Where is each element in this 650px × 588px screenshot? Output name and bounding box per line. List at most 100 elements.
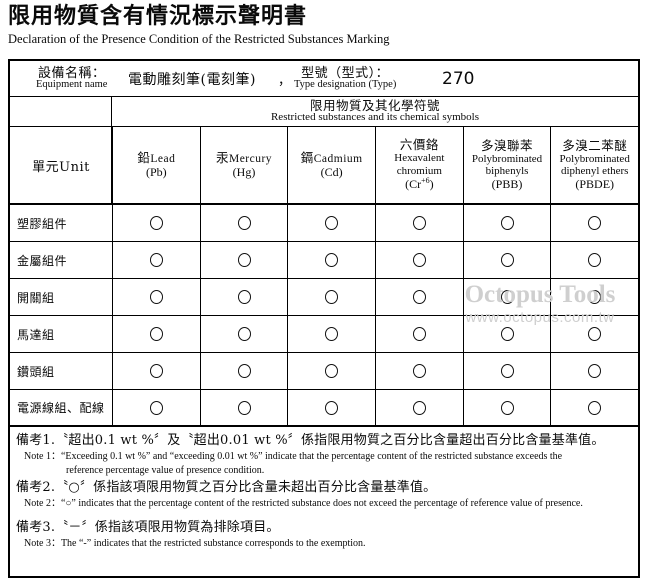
presence-mark-cell bbox=[199, 242, 288, 278]
circle-mark-icon bbox=[325, 253, 339, 267]
presence-mark-cell bbox=[199, 205, 288, 241]
circle-mark-icon bbox=[325, 364, 339, 378]
presence-mark-cell bbox=[462, 205, 551, 241]
row-label: 開關組 bbox=[17, 290, 55, 305]
table-row: 金屬組件 bbox=[10, 242, 638, 279]
circle-mark-icon bbox=[237, 253, 251, 267]
circle-mark-icon bbox=[237, 290, 251, 304]
table-row: 電源線組、配線 bbox=[10, 390, 638, 427]
substances-header-cn: 限用物質及其化學符號 bbox=[309, 97, 440, 113]
presence-mark-cell bbox=[112, 390, 200, 425]
type-designation-value: 270 bbox=[442, 68, 475, 89]
circle-mark-icon bbox=[237, 327, 251, 341]
column-header-lead-cn: 鉛Lead bbox=[137, 149, 176, 165]
circle-mark-icon bbox=[325, 400, 339, 415]
presence-mark-cell bbox=[112, 316, 200, 352]
circle-mark-icon bbox=[325, 290, 339, 304]
column-header-pbde-cn: 多溴二苯醚 bbox=[562, 137, 628, 153]
row-label: 電源線組、配線 bbox=[17, 401, 105, 415]
column-header-cadmium-symbol: (Cd) bbox=[320, 164, 343, 179]
column-header-hexavalent-chromium-symbol: (Cr+6) bbox=[405, 176, 434, 192]
note-3-en: Note 3：The “-” indicates that the restri… bbox=[24, 538, 366, 549]
column-header-lead: 鉛Lead (Pb) bbox=[112, 127, 200, 203]
circle-mark-icon bbox=[500, 253, 514, 267]
type-designation-label-en: Type designation (Type) bbox=[294, 78, 397, 90]
row-label: 塑膠組件 bbox=[17, 216, 68, 231]
circle-mark-icon bbox=[412, 290, 426, 304]
column-header-pbb-cn: 多溴聯苯 bbox=[481, 137, 534, 153]
circle-mark-icon bbox=[500, 400, 514, 415]
presence-mark-cell bbox=[112, 279, 200, 315]
presence-mark-cell bbox=[375, 242, 463, 278]
presence-mark-cell bbox=[287, 390, 375, 425]
circle-mark-icon bbox=[237, 364, 251, 378]
unit-column-divider bbox=[10, 97, 112, 204]
presence-mark-cell bbox=[462, 242, 551, 278]
row-label: 馬達組 bbox=[17, 327, 55, 342]
type-designation-label-cn: 型號（型式）： bbox=[301, 65, 390, 81]
row-label: 金屬組件 bbox=[17, 253, 68, 268]
presence-mark-cell bbox=[550, 316, 638, 352]
presence-mark-cell bbox=[550, 242, 638, 278]
circle-mark-icon bbox=[500, 216, 514, 230]
presence-mark-cell bbox=[550, 205, 638, 241]
presence-mark-cell bbox=[462, 316, 551, 352]
presence-mark-cell bbox=[199, 353, 288, 389]
equipment-name-label-cn: 設備名稱： bbox=[37, 65, 106, 81]
presence-mark-cell bbox=[375, 205, 463, 241]
unit-column-header: 單元Unit bbox=[32, 159, 90, 175]
circle-mark-icon bbox=[149, 364, 163, 378]
table-row: 塑膠組件 bbox=[10, 205, 638, 242]
column-header-mercury: 汞Mercury (Hg) bbox=[199, 127, 288, 203]
column-header-hexavalent-chromium-en: Hexavalent bbox=[394, 152, 445, 165]
circle-mark-icon bbox=[325, 216, 339, 230]
column-header-pbb-symbol: (PBB) bbox=[491, 176, 523, 191]
note-2-en: Note 2：“○” indicates that the percentage… bbox=[24, 498, 583, 509]
equipment-name-label: 設備名稱： Equipment name bbox=[36, 65, 108, 91]
column-header-hexavalent-chromium-en2: chromium bbox=[396, 164, 442, 177]
circle-mark-icon bbox=[588, 253, 602, 267]
equipment-name-label-en: Equipment name bbox=[36, 78, 108, 90]
circle-mark-icon bbox=[412, 400, 426, 415]
column-header-cadmium: 鎘Cadmium (Cd) bbox=[287, 127, 375, 203]
table-row: 鑽頭組 bbox=[10, 353, 638, 390]
table-body: 塑膠組件金屬組件開關組馬達組鑽頭組電源線組、配線 bbox=[10, 205, 638, 427]
notes-section: 備考1.〝超出0.1 wt %〞及〝超出0.01 wt %〞係指限用物質之百分比… bbox=[10, 427, 638, 551]
table-row: 開關組 bbox=[10, 279, 638, 316]
presence-mark-cell bbox=[462, 390, 551, 425]
page-title-en: Declaration of the Presence Condition of… bbox=[8, 32, 390, 46]
column-header-pbb-en2: biphenyls bbox=[485, 165, 529, 178]
presence-mark-cell bbox=[462, 353, 551, 389]
presence-mark-cell bbox=[112, 205, 200, 241]
circle-mark-icon bbox=[500, 290, 514, 304]
substances-header-en: Restricted substances and its chemical s… bbox=[270, 111, 480, 124]
note-3-cn: 備考3.〝－〞係指該項限用物質為排除項目。 bbox=[16, 520, 280, 535]
presence-mark-cell bbox=[112, 242, 200, 278]
row-label: 鑽頭組 bbox=[17, 364, 55, 379]
page-title-cn: 限用物質含有情況標示聲明書 bbox=[8, 3, 308, 29]
column-header-mercury-cn: 汞Mercury bbox=[215, 149, 273, 165]
presence-mark-cell bbox=[550, 353, 638, 389]
table-row: 馬達組 bbox=[10, 316, 638, 353]
column-header-pbde: 多溴二苯醚 Polybrominated diphenyl ethers (PB… bbox=[550, 127, 638, 203]
column-header-pbde-symbol: (PBDE) bbox=[575, 176, 615, 191]
circle-mark-icon bbox=[237, 400, 251, 415]
column-header-pbde-en2: diphenyl ethers bbox=[560, 165, 629, 178]
presence-mark-cell bbox=[287, 279, 375, 315]
presence-mark-cell bbox=[199, 390, 288, 425]
substances-header: 限用物質及其化學符號 Restricted substances and its… bbox=[112, 97, 638, 126]
circle-mark-icon bbox=[412, 364, 426, 378]
column-header-hexavalent-chromium: 六價鉻 Hexavalent chromium (Cr+6) bbox=[375, 127, 463, 203]
presence-mark-cell bbox=[375, 390, 463, 425]
notes-spacer bbox=[16, 511, 632, 518]
substances-header-row: 限用物質及其化學符號 Restricted substances and its… bbox=[10, 97, 638, 204]
presence-mark-cell bbox=[550, 390, 638, 425]
column-header-cadmium-cn: 鎘Cadmium bbox=[300, 149, 363, 165]
presence-mark-cell bbox=[287, 205, 375, 241]
presence-mark-cell bbox=[375, 316, 463, 352]
column-header-lead-symbol: (Pb) bbox=[146, 164, 167, 179]
circle-mark-icon bbox=[588, 400, 602, 415]
circle-mark-icon bbox=[500, 327, 514, 341]
circle-mark-icon bbox=[588, 364, 602, 378]
presence-mark-cell bbox=[375, 353, 463, 389]
